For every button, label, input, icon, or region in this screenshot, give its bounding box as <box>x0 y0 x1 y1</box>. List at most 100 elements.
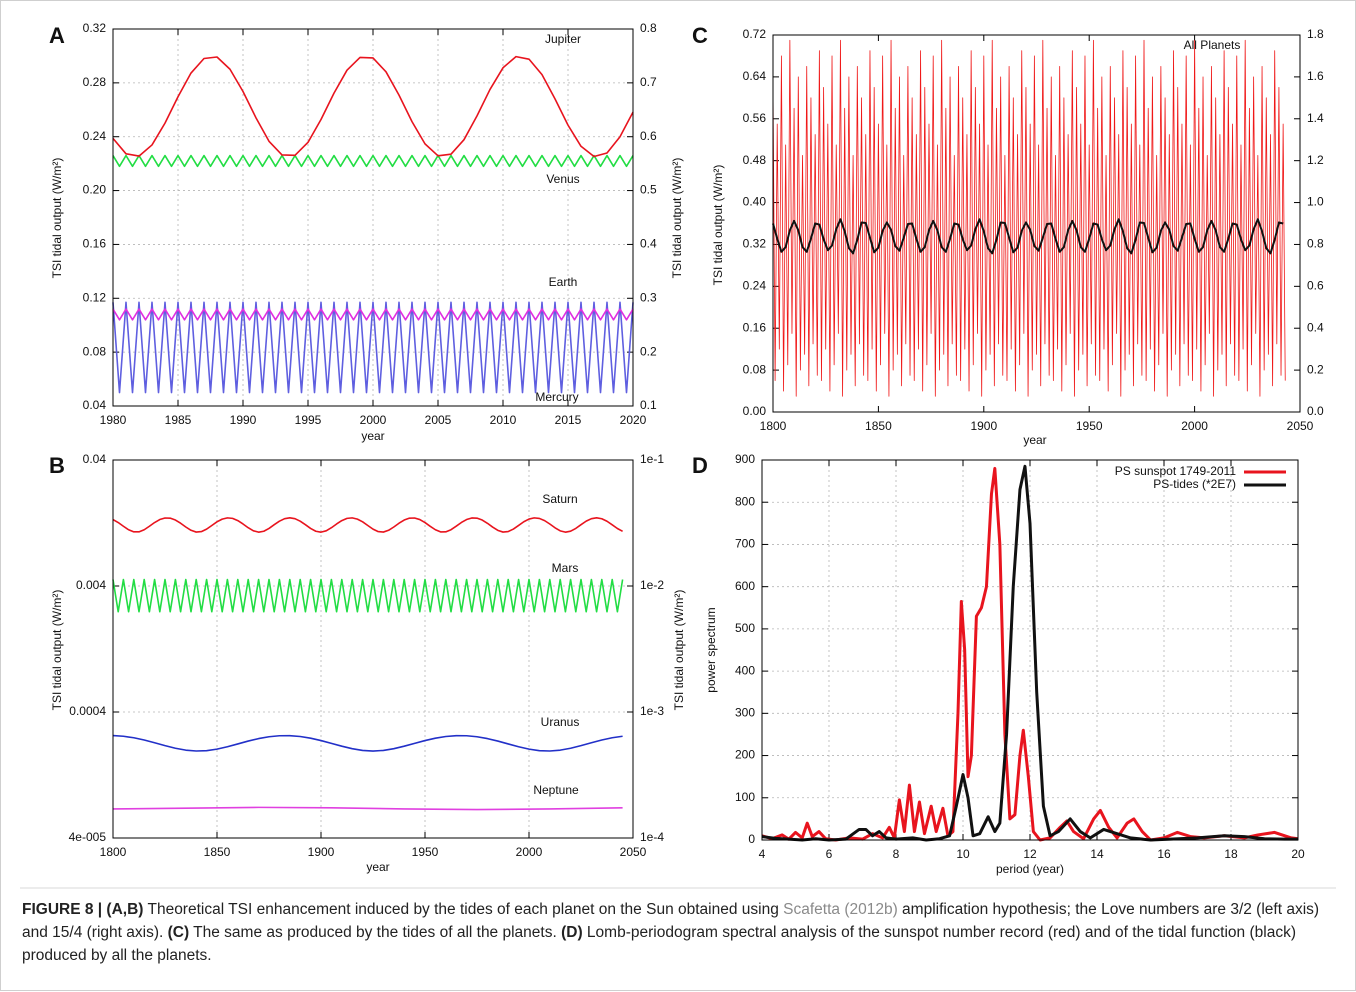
x-tick-label: 2010 <box>490 413 517 427</box>
x-tick-label: 1800 <box>100 845 127 859</box>
series-line <box>772 218 1284 255</box>
y-tick-label: 900 <box>735 452 755 466</box>
x-tick-label: 16 <box>1157 847 1171 861</box>
caption: FIGURE 8 | (A,B) Theoretical TSI enhance… <box>22 898 1334 967</box>
caption-part: (D) <box>561 924 583 941</box>
y2-tick-label: 0.6 <box>640 129 657 143</box>
plot-frame <box>761 459 1299 841</box>
series-label: Saturn <box>542 492 577 506</box>
x-tick-label: 6 <box>826 847 833 861</box>
x-axis-label: period (year) <box>996 862 1064 876</box>
x-axis-label: year <box>1023 433 1046 447</box>
x-tick-label: 20 <box>1291 847 1305 861</box>
panel-letter: C <box>692 23 708 48</box>
y2-tick-label: 1.0 <box>1307 195 1324 209</box>
caption-part: The same as produced by the tides of all… <box>189 924 562 941</box>
x-tick-label: 10 <box>956 847 970 861</box>
plot-frame <box>112 459 634 839</box>
series-label: Jupiter <box>545 32 581 46</box>
plot-frame <box>112 28 634 407</box>
y-tick-label: 0 <box>748 832 755 846</box>
x-tick-label: 1995 <box>295 413 322 427</box>
x-tick-label: 2000 <box>1181 419 1208 433</box>
series-label: Neptune <box>533 783 579 797</box>
y2-tick-label: 0.7 <box>640 75 657 89</box>
y-axis-label: TSI tidal output (W/m²) <box>50 158 64 279</box>
x-tick-label: 1850 <box>204 845 231 859</box>
series-line <box>112 578 624 613</box>
y-tick-label: 600 <box>735 579 755 593</box>
x-tick-label: 4 <box>759 847 766 861</box>
x-tick-label: 18 <box>1224 847 1238 861</box>
x-axis-label: year <box>361 429 384 443</box>
y-tick-label: 0.32 <box>743 237 767 251</box>
y2-tick-label: 0.3 <box>640 290 657 304</box>
series-line <box>112 154 634 168</box>
x-tick-label: 1800 <box>760 419 787 433</box>
panel-letter: A <box>49 23 65 48</box>
y-tick-label: 0.00 <box>743 404 767 418</box>
y2-tick-label: 0.5 <box>640 183 657 197</box>
x-tick-label: 2020 <box>620 413 647 427</box>
y-tick-label: 0.04 <box>83 398 107 412</box>
y2-tick-label: 0.0 <box>1307 404 1324 418</box>
y-tick-label: 0.40 <box>743 195 767 209</box>
series-line <box>772 39 1286 397</box>
y-tick-label: 0.48 <box>743 153 767 167</box>
x-tick-label: 2015 <box>555 413 582 427</box>
series-line <box>112 301 634 394</box>
series-line <box>112 806 623 811</box>
y2-tick-label: 1.8 <box>1307 27 1324 41</box>
y-tick-label: 500 <box>735 621 755 635</box>
y-tick-label: 800 <box>735 494 755 508</box>
y2-tick-label: 1e-2 <box>640 578 664 592</box>
caption-part: Lomb-periodogram spectral analysis of th… <box>22 924 1296 964</box>
series-label: Mercury <box>535 390 578 404</box>
y2-tick-label: 1e-4 <box>640 830 664 844</box>
y2-tick-label: 1.4 <box>1307 111 1324 125</box>
caption-part: Theoretical TSI enhancement induced by t… <box>143 901 784 918</box>
x-tick-label: 1900 <box>308 845 335 859</box>
y-tick-label: 0.04 <box>83 452 107 466</box>
y2-tick-label: 0.2 <box>1307 362 1324 376</box>
x-tick-label: 1950 <box>412 845 439 859</box>
y-tick-label: 0.24 <box>83 129 107 143</box>
x-tick-label: 14 <box>1090 847 1104 861</box>
y2-tick-label: 0.4 <box>640 237 657 251</box>
series-label: Venus <box>546 172 579 186</box>
y2-tick-label: 0.6 <box>1307 279 1324 293</box>
y-tick-label: 400 <box>735 663 755 677</box>
caption-part: (C) <box>167 924 190 941</box>
series-label: Uranus <box>541 715 580 729</box>
series-line <box>112 55 634 158</box>
y-tick-label: 300 <box>735 706 755 720</box>
y2-tick-label: 1e-3 <box>640 704 664 718</box>
y-tick-label: 0.28 <box>83 75 107 89</box>
y-tick-label: 0.12 <box>83 290 107 304</box>
y-tick-label: 0.08 <box>743 362 767 376</box>
y-tick-label: 0.08 <box>83 344 107 358</box>
series-label: Earth <box>549 275 578 289</box>
x-tick-label: 1850 <box>865 419 892 433</box>
y2-tick-label: 1e-1 <box>640 452 664 466</box>
y-tick-label: 0.004 <box>76 578 106 592</box>
x-axis-label: year <box>366 860 389 874</box>
series-line <box>112 734 623 752</box>
y2-tick-label: 1.6 <box>1307 69 1324 83</box>
y-tick-label: 0.64 <box>743 69 767 83</box>
x-tick-label: 8 <box>893 847 900 861</box>
y-tick-label: 200 <box>735 748 755 762</box>
series-label: Mars <box>552 561 579 575</box>
caption-part: FIGURE 8 | (A,B) <box>22 901 144 918</box>
x-tick-label: 1950 <box>1076 419 1103 433</box>
x-tick-label: 1990 <box>230 413 257 427</box>
y-tick-label: 0.24 <box>743 279 767 293</box>
panel-letter: B <box>49 453 65 478</box>
y2-tick-label: 0.2 <box>640 344 657 358</box>
x-tick-label: 2000 <box>360 413 387 427</box>
caption-part: amplification hypothesis; the Love numbe… <box>22 901 1320 941</box>
y-tick-label: 0.56 <box>743 111 767 125</box>
y2-axis-label: TSI tidal output (W/m²) <box>670 158 684 279</box>
series-line <box>112 308 634 321</box>
